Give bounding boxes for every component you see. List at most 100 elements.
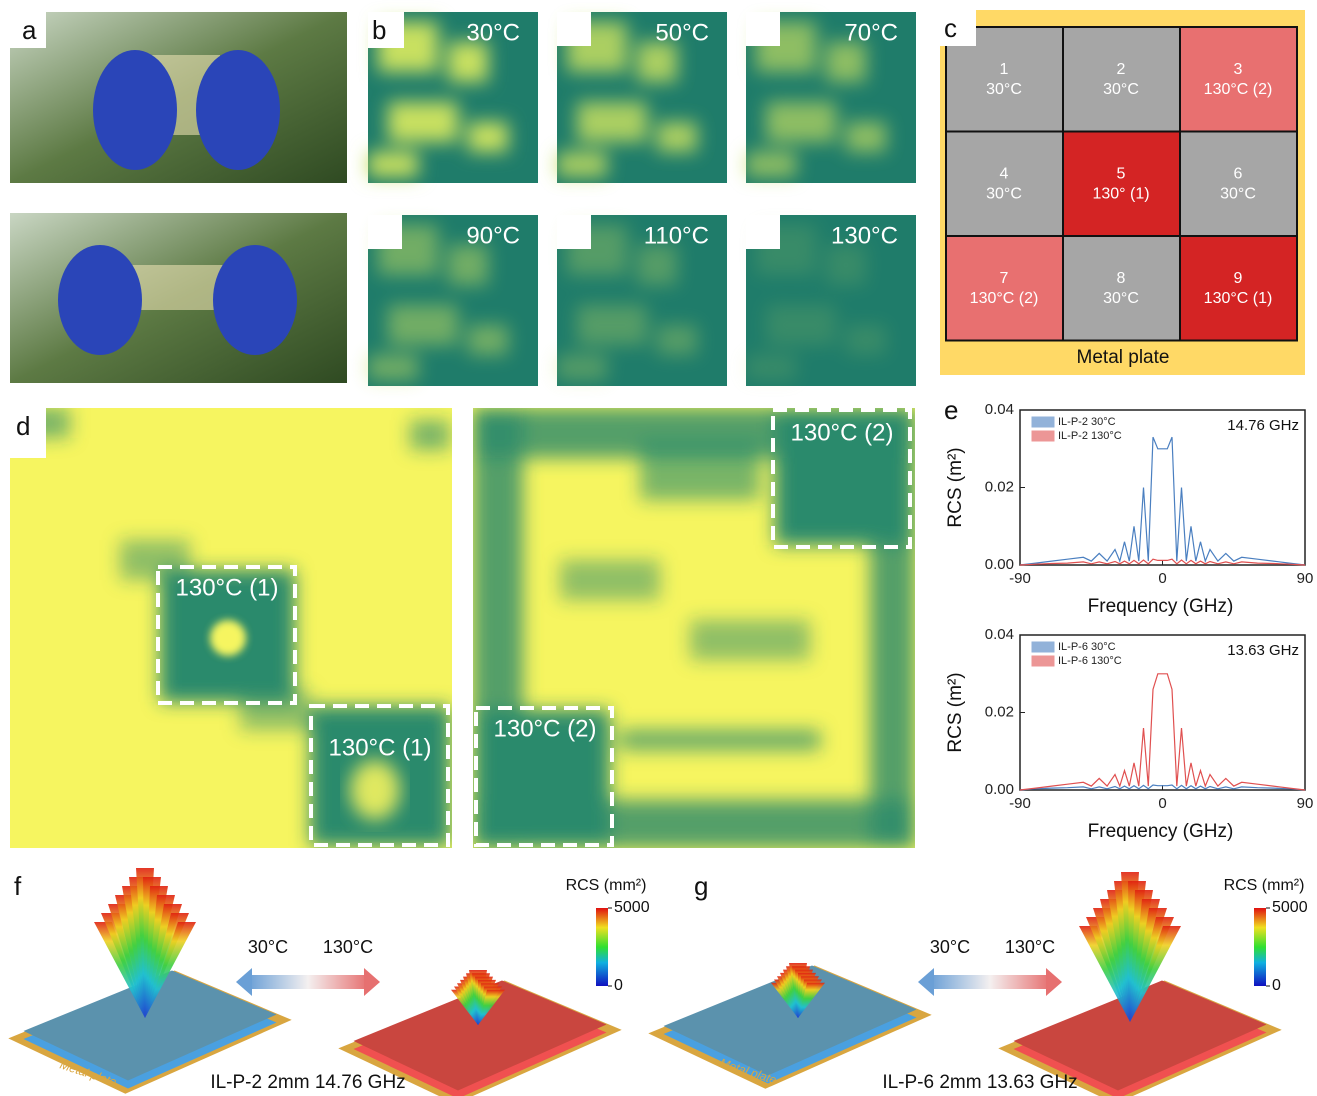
arrow-head <box>236 968 252 996</box>
cell-temp: 130°C (2) <box>970 290 1039 307</box>
x-axis-label: Frequency (GHz) <box>1088 596 1234 617</box>
temperature-label: 70°C <box>844 19 898 46</box>
colorbar <box>1254 908 1266 986</box>
legend-swatch <box>1032 642 1054 652</box>
annotation: 13.63 GHz <box>1227 642 1299 659</box>
cell <box>946 236 1063 341</box>
blob <box>368 355 418 380</box>
y-tick-label: 0.04 <box>985 401 1014 418</box>
cell-temp: 30°C <box>1103 81 1139 98</box>
cell <box>1063 236 1180 341</box>
panel-letter: g <box>694 871 708 901</box>
x-tick-label: 90 <box>1297 570 1314 587</box>
blob <box>368 152 418 177</box>
panel-letter: c <box>944 13 957 43</box>
blob <box>846 122 886 152</box>
cell <box>1180 132 1297 237</box>
cell-number: 9 <box>1234 270 1243 287</box>
heatmaps <box>10 408 915 848</box>
cell-temp: 30°C <box>986 81 1022 98</box>
colorbar-label: 5000 <box>1272 899 1308 916</box>
cell <box>1180 236 1297 341</box>
cell <box>946 132 1063 237</box>
blob <box>577 102 647 142</box>
x-axis-label: Frequency (GHz) <box>1088 821 1234 842</box>
tile-corner <box>368 215 402 249</box>
x-tick-label: 0 <box>1158 570 1166 587</box>
colorbar-title: RCS (mm²) <box>566 877 647 894</box>
blob <box>766 102 836 142</box>
blob <box>577 305 647 345</box>
hot-label: 130°C <box>323 937 373 957</box>
temperature-label: 130°C <box>831 222 898 249</box>
cell-temp: 30°C <box>1220 186 1256 203</box>
arrow-head <box>1046 968 1062 996</box>
region-label: 130°C (2) <box>791 419 894 446</box>
blob <box>846 325 886 355</box>
colorbar-label: 0 <box>614 977 623 994</box>
caption: IL-P-2 2mm 14.76 GHz <box>210 1072 405 1093</box>
colorbar <box>596 908 608 986</box>
panel-letter: b <box>372 15 386 45</box>
blob <box>557 152 607 177</box>
y-axis-label: RCS (m²) <box>945 447 966 527</box>
blob <box>448 42 488 82</box>
cell-temp: 30°C <box>986 186 1022 203</box>
plate-caption: Metal plate <box>1077 347 1170 368</box>
region-label: 130°C (1) <box>176 574 279 601</box>
x-tick-label: 90 <box>1297 795 1314 812</box>
cell <box>1063 27 1180 132</box>
tile-corner <box>746 215 780 249</box>
legend-swatch <box>1032 417 1054 427</box>
cell-temp: 130° (1) <box>1092 186 1149 203</box>
panel-letter: d <box>16 411 30 441</box>
region-label: 130°C (2) <box>494 715 597 742</box>
panel-letter: a <box>22 15 37 45</box>
panel-letter: f <box>14 871 22 901</box>
blob <box>388 102 458 142</box>
legend-label: IL-P-6 30°C <box>1058 641 1116 653</box>
hot-label: 130°C <box>1005 937 1055 957</box>
colorbar-label: 0 <box>1272 977 1281 994</box>
y-axis-label: RCS (m²) <box>945 672 966 752</box>
figure: 30°C50°C70°C90°C110°C130°C 130°C230°C313… <box>0 0 1317 1096</box>
legend-label: IL-P-2 30°C <box>1058 416 1116 428</box>
series-line <box>1020 437 1305 565</box>
blob <box>766 305 836 345</box>
blob <box>826 245 866 285</box>
colorbar-title: RCS (mm²) <box>1224 877 1305 894</box>
colorbar-label: 5000 <box>614 899 650 916</box>
cold-label: 30°C <box>248 937 288 957</box>
arrow <box>930 975 1050 989</box>
arrow <box>248 975 368 989</box>
tile-corner <box>557 215 591 249</box>
blob <box>746 152 796 177</box>
blob <box>388 305 458 345</box>
annotation: 14.76 GHz <box>1227 417 1299 434</box>
blob <box>657 325 697 355</box>
tile-corner <box>557 12 591 46</box>
photos <box>10 12 347 383</box>
y-tick-label: 0.02 <box>985 703 1014 720</box>
temperature-label: 50°C <box>655 19 709 46</box>
temperature-label: 30°C <box>466 19 520 46</box>
x-tick-label: 0 <box>1158 795 1166 812</box>
cell-number: 1 <box>1000 61 1009 78</box>
cell-number: 5 <box>1117 166 1126 183</box>
cell-temp: 130°C (1) <box>1204 290 1273 307</box>
temperature-label: 90°C <box>466 222 520 249</box>
y-tick-label: 0.04 <box>985 626 1014 643</box>
cell <box>1063 132 1180 237</box>
cell-temp: 30°C <box>1103 290 1139 307</box>
blob <box>657 122 697 152</box>
blob <box>826 42 866 82</box>
legend-label: IL-P-6 130°C <box>1058 655 1122 667</box>
x-tick-label: -90 <box>1009 795 1031 812</box>
panel-letter: e <box>944 395 958 425</box>
cell-number: 2 <box>1117 61 1126 78</box>
series-line <box>1020 674 1305 790</box>
blob <box>468 325 508 355</box>
legend-label: IL-P-2 130°C <box>1058 430 1122 442</box>
